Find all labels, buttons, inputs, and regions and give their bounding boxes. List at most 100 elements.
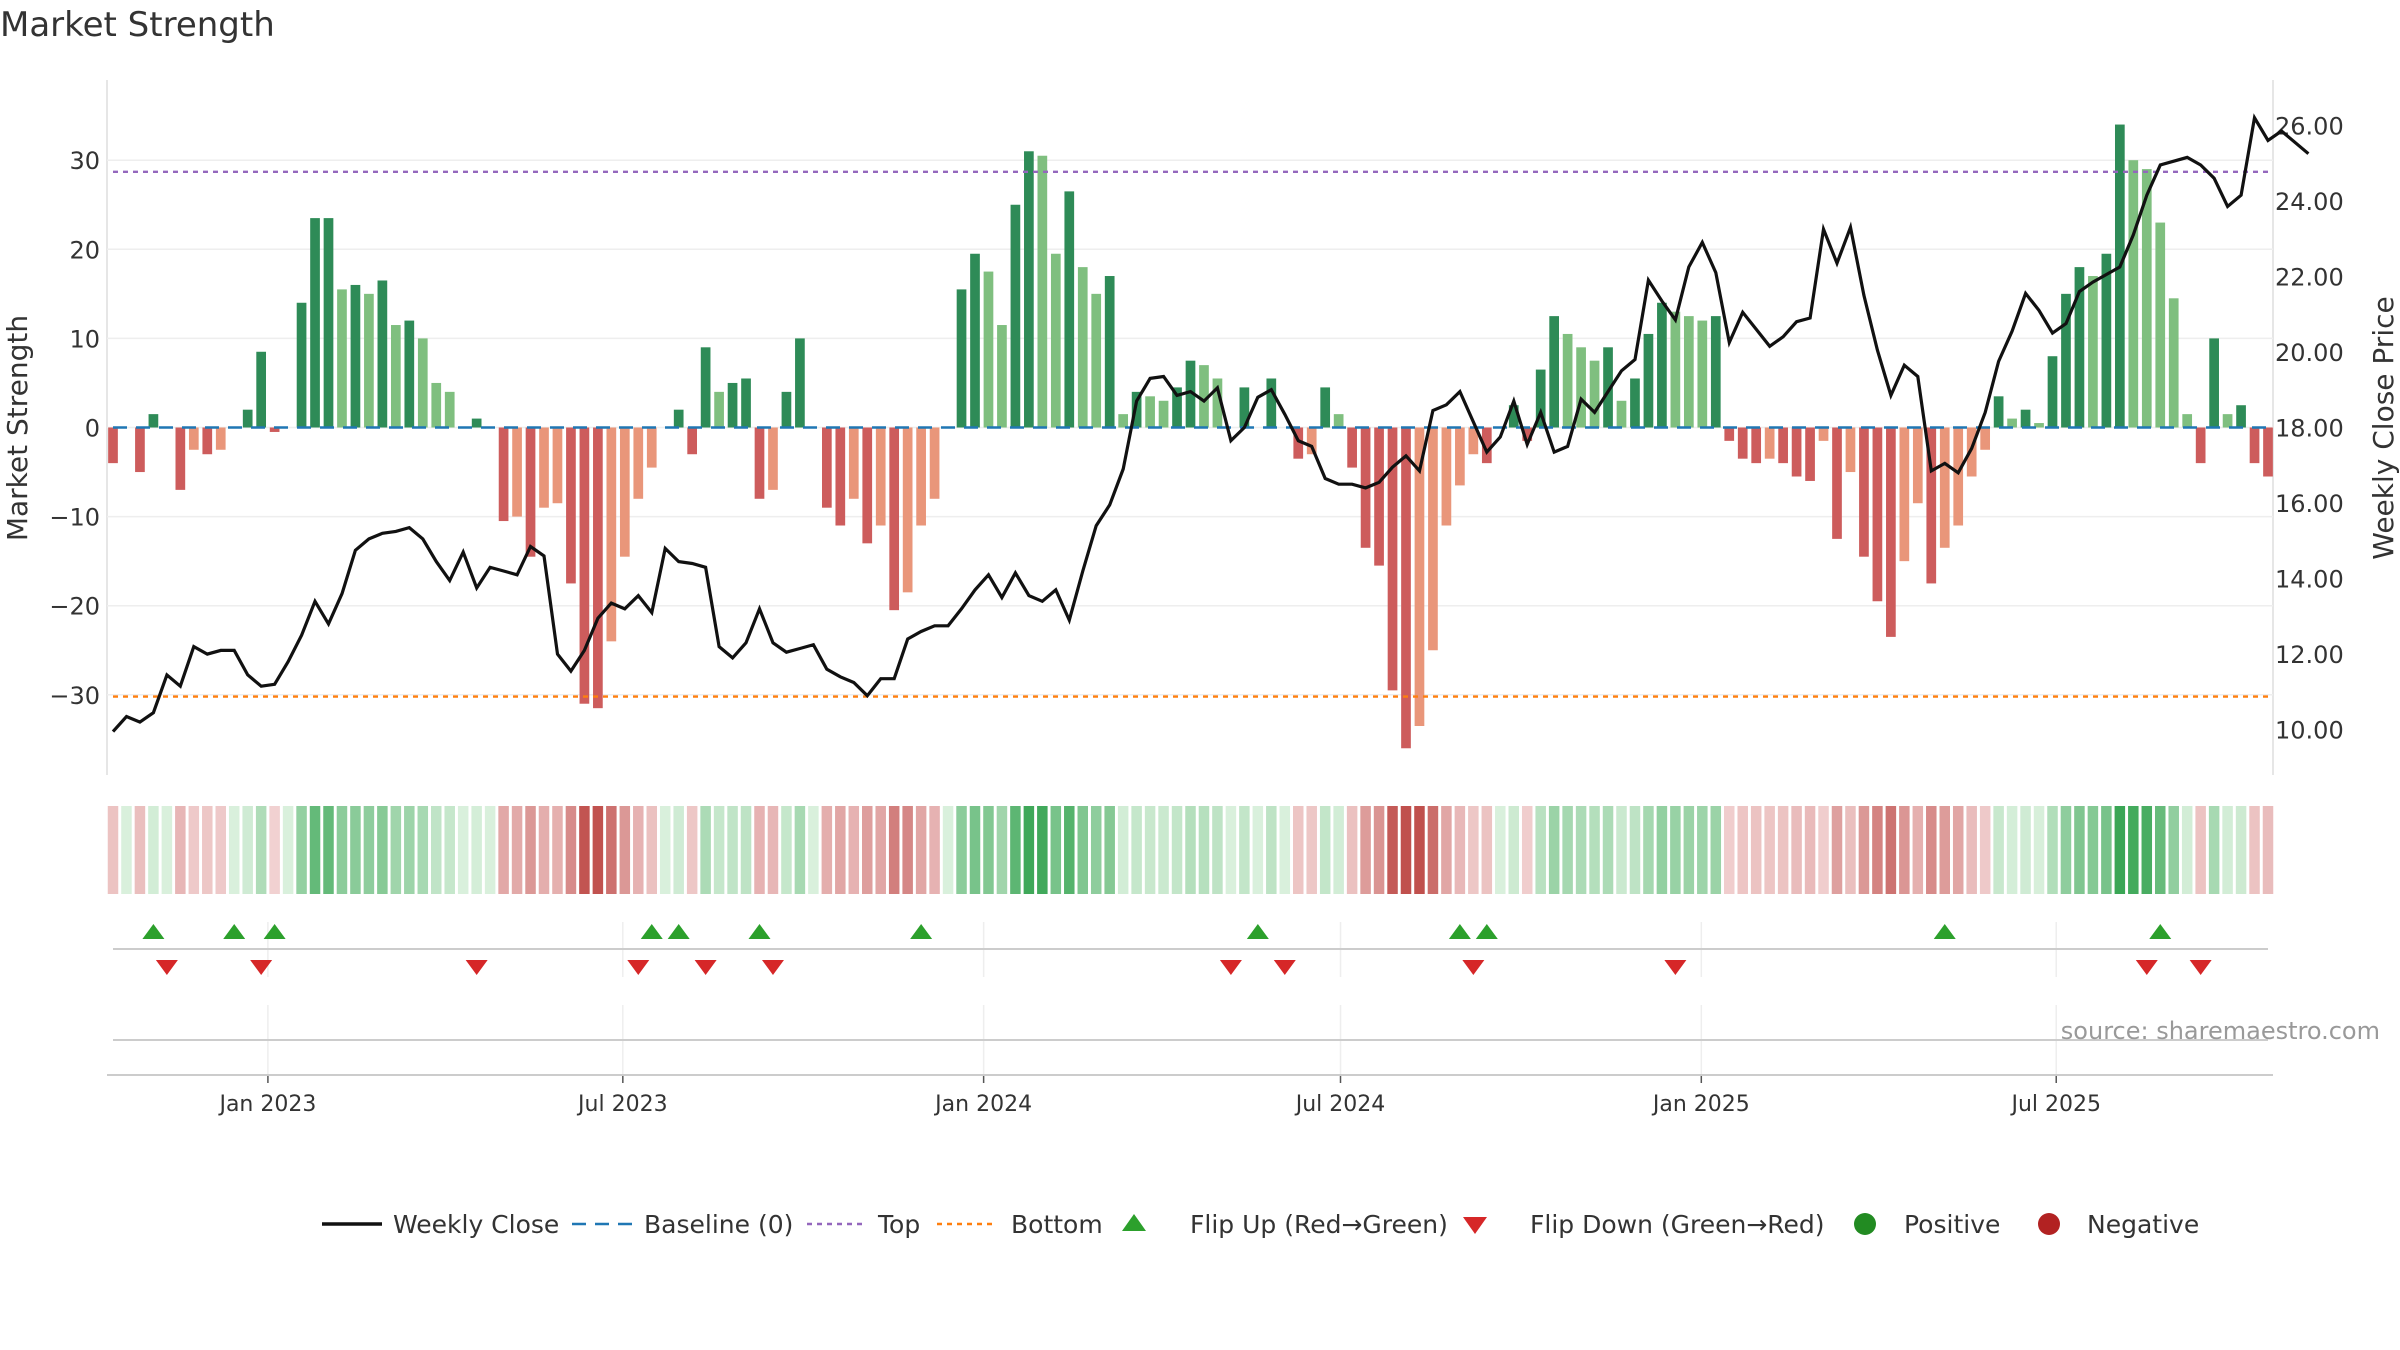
x-tick-label: Jul 2025 [2009, 1092, 2101, 1117]
heatmap-cell [215, 806, 227, 894]
heatmap-cell [1481, 806, 1493, 894]
heatmap-cell [740, 806, 752, 894]
strength-bar [1266, 378, 1277, 428]
strength-bar [1158, 400, 1169, 428]
heatmap-cell [1562, 806, 1573, 894]
strength-bar [2209, 338, 2219, 428]
heatmap-cell [2249, 806, 2260, 894]
strength-bar [2061, 293, 2071, 428]
heatmap-cell [1629, 806, 1641, 894]
strength-bar [135, 427, 145, 473]
flip-up-marker [223, 924, 246, 939]
strength-bar [2007, 418, 2017, 428]
strength-bar [1535, 369, 1546, 428]
y-tick-label: 20 [69, 236, 100, 264]
y-tick-label: −20 [49, 593, 100, 621]
heatmap-cell [2141, 806, 2153, 894]
legend-flip-down-swatch [1463, 1217, 1487, 1234]
heatmap-cell [686, 806, 698, 894]
heatmap-cell [1710, 806, 1722, 894]
flip-up-marker [1246, 924, 1269, 939]
strength-bar [1926, 427, 1937, 584]
strength-bar [1131, 391, 1142, 428]
strength-bar [795, 338, 805, 428]
heatmap-cell [309, 806, 321, 894]
strength-bar [323, 218, 334, 428]
flip-up-marker [910, 924, 933, 939]
heatmap-cell [2087, 806, 2099, 894]
y-tick-label: −30 [49, 682, 100, 710]
strength-bar [2128, 160, 2139, 428]
strength-bar [848, 427, 859, 499]
flip-down-marker [2135, 960, 2158, 975]
strength-bar [1670, 311, 1681, 428]
heatmap-cell [713, 806, 725, 894]
flip-down-marker [250, 960, 273, 975]
heatmap-cell [942, 806, 954, 894]
strength-bar [741, 378, 751, 428]
legend-label-baseline: Baseline (0) [644, 1210, 793, 1239]
heatmap-cell [1454, 806, 1466, 894]
heatmap-cell [579, 806, 590, 894]
strength-bar [1980, 427, 1991, 450]
heatmap-cell [1292, 806, 1304, 894]
heatmap-cell [1400, 806, 1412, 894]
strength-bar [727, 382, 738, 428]
x-tick-label: Jul 2024 [1294, 1092, 1386, 1117]
strength-bar [1912, 427, 1923, 504]
heatmap-cell [1508, 806, 1520, 894]
heatmap-cell [1885, 806, 1897, 894]
strength-bar [1630, 378, 1640, 428]
heatmap-cell [929, 806, 940, 894]
heatmap-cell [1993, 806, 2004, 894]
heatmap-cell [1077, 806, 1089, 894]
heatmap-cell [148, 806, 159, 894]
heatmap-cell [2195, 806, 2206, 894]
heatmap-cell [1697, 806, 1708, 894]
heatmap-cell [1373, 806, 1385, 894]
strength-bar [1441, 427, 1452, 526]
strength-bar [1414, 427, 1425, 726]
strength-bar [2168, 298, 2179, 428]
strength-bar [525, 427, 536, 557]
heatmap-cell [2047, 806, 2058, 894]
y2-tick-label: 12.00 [2275, 641, 2344, 669]
strength-bar [1199, 365, 1209, 428]
heatmap-cell [282, 806, 294, 894]
heatmap-cell [1010, 806, 1021, 894]
strength-bar [1508, 405, 1519, 428]
strength-bar [1872, 427, 1883, 602]
strength-bar [1993, 396, 2004, 428]
strength-bar [1616, 400, 1627, 428]
strength-bar [2101, 253, 2112, 428]
heatmap-cell [2006, 806, 2018, 894]
legend-label-flip-up: Flip Up (Red→Green) [1190, 1210, 1448, 1239]
x-axis: Jan 2023 Jul 2023 Jan 2024 Jul 2024 Jan 2025… [107, 1074, 2273, 1117]
heatmap-cell [2101, 806, 2112, 894]
flip-down-marker [2189, 960, 2212, 975]
strength-bar [646, 427, 657, 468]
heatmap-cell [592, 806, 604, 894]
heatmap-cell [915, 806, 927, 894]
flip-up-marker [640, 924, 663, 939]
strength-bar [1401, 427, 1411, 749]
heatmap-cell [996, 806, 1008, 894]
strength-bar [619, 427, 630, 557]
heatmap-cell [1777, 806, 1789, 894]
strength-bar [1549, 316, 1560, 428]
strength-bar [1037, 155, 1048, 428]
strength-bar [983, 271, 994, 428]
flip-down-marker [155, 960, 178, 975]
heatmap-cell [1939, 806, 1951, 894]
heatmap-cell [242, 806, 253, 894]
strength-bar [108, 427, 118, 464]
heatmap-cell [2208, 806, 2220, 894]
heatmap-cell [430, 806, 442, 894]
heatmap-cell [202, 806, 213, 894]
strength-bar [593, 427, 603, 709]
strength-bar [1306, 427, 1317, 455]
flip-up-marker [667, 924, 690, 939]
heatmap-cell [1804, 806, 1816, 894]
heatmap-cell [1198, 806, 1210, 894]
heatmap-cell [1158, 806, 1169, 894]
